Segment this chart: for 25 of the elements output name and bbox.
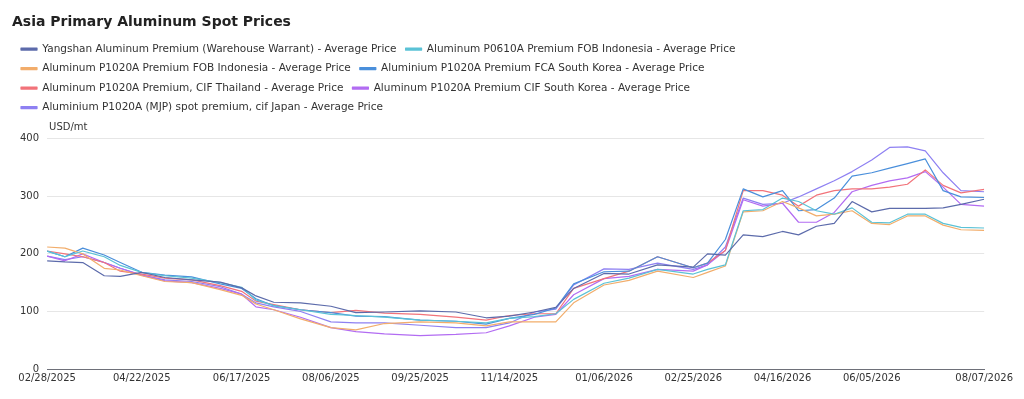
x-tick-label: 06/17/2025	[212, 371, 271, 383]
y-axis-title: USD/mt	[49, 121, 88, 133]
x-tick-label: 11/14/2025	[480, 371, 539, 383]
legend-label: Aluminum P1020A Premium, CIF Thailand - Average Price	[42, 80, 344, 93]
y-tick-label: 300	[19, 189, 40, 201]
x-tick-label: 08/07/2026	[955, 371, 1013, 383]
legend-label: Aluminum P1020A Premium CIF South Korea - Average Price	[373, 80, 691, 93]
x-tick-label: 09/25/2025	[391, 371, 449, 383]
x-tick-label: 08/06/2025	[302, 371, 360, 383]
chart-title: Asia Primary Aluminum Spot Prices	[12, 13, 291, 30]
legend-label: Yangshan Aluminum Premium (Warehouse Warrant) - Average Price	[41, 41, 397, 54]
y-tick-label: 200	[19, 247, 40, 259]
x-tick-label: 04/22/2025	[112, 371, 171, 383]
legend-label: Aluminium P1020A Premium FCA South Korea - Average Price	[381, 61, 705, 74]
x-tick-label: 02/28/2025	[18, 371, 76, 383]
legend-label: Aluminum P0610A Premium FOB Indonesia - Average Price	[426, 41, 736, 54]
x-tick-label: 04/16/2026	[753, 371, 812, 383]
legend-label: Aluminium P1020A (MJP) spot premium, cif Japan - Average Price	[42, 100, 384, 113]
x-tick-label: 02/25/2026	[664, 371, 723, 383]
legend-label: Aluminum P1020A Premium FOB Indonesia - Average Price	[42, 61, 351, 74]
x-tick-label: 06/05/2026	[842, 371, 901, 383]
y-tick-label: 400	[19, 132, 40, 144]
y-tick-label: 0	[32, 362, 40, 374]
x-tick-label: 01/06/2026	[575, 371, 633, 383]
y-tick-label: 100	[19, 305, 40, 317]
